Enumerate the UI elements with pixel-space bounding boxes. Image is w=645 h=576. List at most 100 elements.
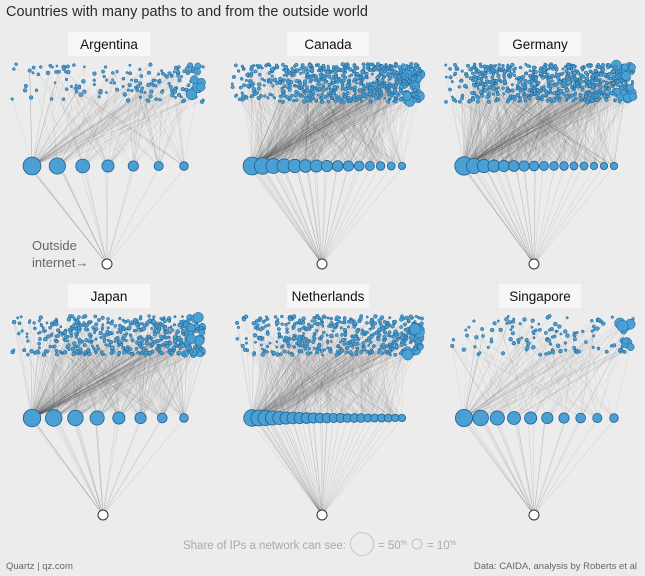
edge-domestic-border bbox=[31, 324, 84, 419]
domestic-network-node bbox=[399, 84, 404, 90]
edge-domestic-border bbox=[503, 94, 575, 167]
edge-domestic-border bbox=[107, 73, 179, 167]
domestic-network-node bbox=[293, 93, 298, 98]
domestic-network-node bbox=[100, 315, 105, 320]
edge-domestic-border bbox=[473, 95, 593, 167]
edge-domestic-border bbox=[303, 101, 317, 167]
edge-domestic-border bbox=[262, 98, 349, 167]
domestic-network-node bbox=[158, 350, 163, 354]
edge-domestic-border bbox=[251, 100, 371, 167]
edge-domestic-border bbox=[162, 352, 173, 419]
edge-domestic-border bbox=[513, 93, 609, 167]
edge-domestic-border bbox=[77, 346, 163, 419]
edge-domestic-border bbox=[262, 88, 387, 167]
edge-domestic-border bbox=[251, 93, 356, 167]
edge-domestic-border bbox=[463, 97, 587, 167]
edge-domestic-border bbox=[450, 77, 485, 167]
edge-domestic-border bbox=[583, 97, 627, 167]
edge-domestic-border bbox=[53, 345, 140, 419]
domestic-network-node bbox=[576, 71, 581, 75]
edge-domestic-border bbox=[473, 91, 541, 167]
edge-domestic-border bbox=[161, 353, 185, 419]
domestic-network-node bbox=[110, 345, 115, 350]
domestic-network-node bbox=[130, 338, 135, 343]
edge-domestic-border bbox=[503, 98, 540, 167]
edge-domestic-border bbox=[31, 343, 182, 419]
edge-domestic-border bbox=[251, 100, 280, 167]
edge-domestic-border bbox=[79, 352, 120, 419]
edge-domestic-border bbox=[543, 90, 568, 167]
edge-domestic-border bbox=[493, 66, 626, 167]
domestic-network-node bbox=[12, 348, 16, 352]
domestic-network-node bbox=[559, 96, 563, 100]
domestic-network-node bbox=[628, 63, 636, 71]
edge-domestic-border bbox=[251, 92, 348, 167]
edge-domestic-border bbox=[31, 325, 116, 419]
edge-domestic-border bbox=[31, 316, 96, 419]
domestic-network-node bbox=[306, 89, 311, 94]
edge-domestic-border bbox=[463, 93, 539, 167]
edge-domestic-border bbox=[133, 97, 194, 167]
edge-domestic-border bbox=[337, 92, 414, 167]
edge-border-outside bbox=[271, 165, 323, 265]
edge-domestic-border bbox=[31, 342, 182, 419]
domestic-network-node bbox=[370, 72, 374, 76]
domestic-network-node bbox=[327, 74, 332, 79]
domestic-network-node bbox=[10, 97, 14, 101]
domestic-network-node bbox=[256, 65, 261, 70]
edge-domestic-border bbox=[294, 71, 355, 167]
edge-domestic-border bbox=[496, 80, 535, 167]
domestic-network-node bbox=[318, 72, 323, 77]
domestic-network-node bbox=[550, 73, 555, 78]
domestic-network-node bbox=[620, 83, 625, 88]
domestic-network-node bbox=[172, 89, 178, 94]
edge-domestic-border bbox=[31, 353, 199, 419]
domestic-network-node bbox=[234, 94, 238, 98]
edge-domestic-border bbox=[499, 68, 515, 167]
edge-domestic-border bbox=[563, 93, 633, 167]
edge-domestic-border bbox=[563, 72, 613, 167]
domestic-network-node bbox=[61, 97, 66, 101]
edge-domestic-border bbox=[183, 97, 197, 167]
edge-domestic-border bbox=[550, 92, 585, 167]
edge-domestic-border bbox=[31, 332, 101, 419]
domestic-network-node bbox=[303, 92, 307, 96]
domestic-network-node bbox=[126, 319, 130, 323]
domestic-network-node bbox=[289, 93, 294, 98]
domestic-network-node bbox=[53, 81, 57, 84]
edge-domestic-border bbox=[508, 91, 545, 167]
domestic-network-node bbox=[529, 94, 533, 98]
domestic-networks-canada bbox=[230, 61, 426, 107]
domestic-network-node bbox=[172, 70, 176, 74]
edge-domestic-border bbox=[31, 341, 197, 419]
outside-internet-node bbox=[316, 258, 328, 270]
edge-domestic-border bbox=[573, 99, 631, 167]
domestic-network-node bbox=[111, 78, 114, 82]
edge-domestic-border bbox=[79, 325, 163, 419]
domestic-network-node bbox=[140, 322, 144, 326]
edge-domestic-border bbox=[251, 98, 314, 167]
edge-domestic-border bbox=[118, 336, 150, 419]
edge-domestic-border bbox=[354, 71, 392, 167]
domestic-network-node bbox=[505, 99, 510, 104]
edge-border-outside bbox=[476, 165, 535, 265]
edge-domestic-border bbox=[493, 81, 560, 167]
edge-domestic-border bbox=[13, 322, 33, 419]
edge-domestic-border bbox=[463, 87, 631, 167]
domestic-network-node bbox=[527, 88, 531, 93]
border-network-node bbox=[518, 160, 530, 172]
edge-domestic-border bbox=[251, 101, 409, 167]
border-network-node bbox=[559, 161, 569, 171]
domestic-network-node bbox=[40, 324, 44, 328]
edge-domestic-border bbox=[493, 96, 516, 167]
edge-domestic-border bbox=[533, 92, 625, 167]
edge-domestic-border bbox=[31, 87, 80, 167]
edge-domestic-border bbox=[513, 88, 545, 167]
domestic-network-node bbox=[512, 73, 517, 77]
edge-domestic-border bbox=[305, 75, 380, 167]
edge-domestic-border bbox=[336, 67, 349, 167]
domestic-network-node bbox=[106, 338, 110, 342]
edge-domestic-border bbox=[31, 320, 129, 419]
domestic-network-node bbox=[149, 89, 154, 94]
edge-domestic-border bbox=[483, 95, 607, 167]
